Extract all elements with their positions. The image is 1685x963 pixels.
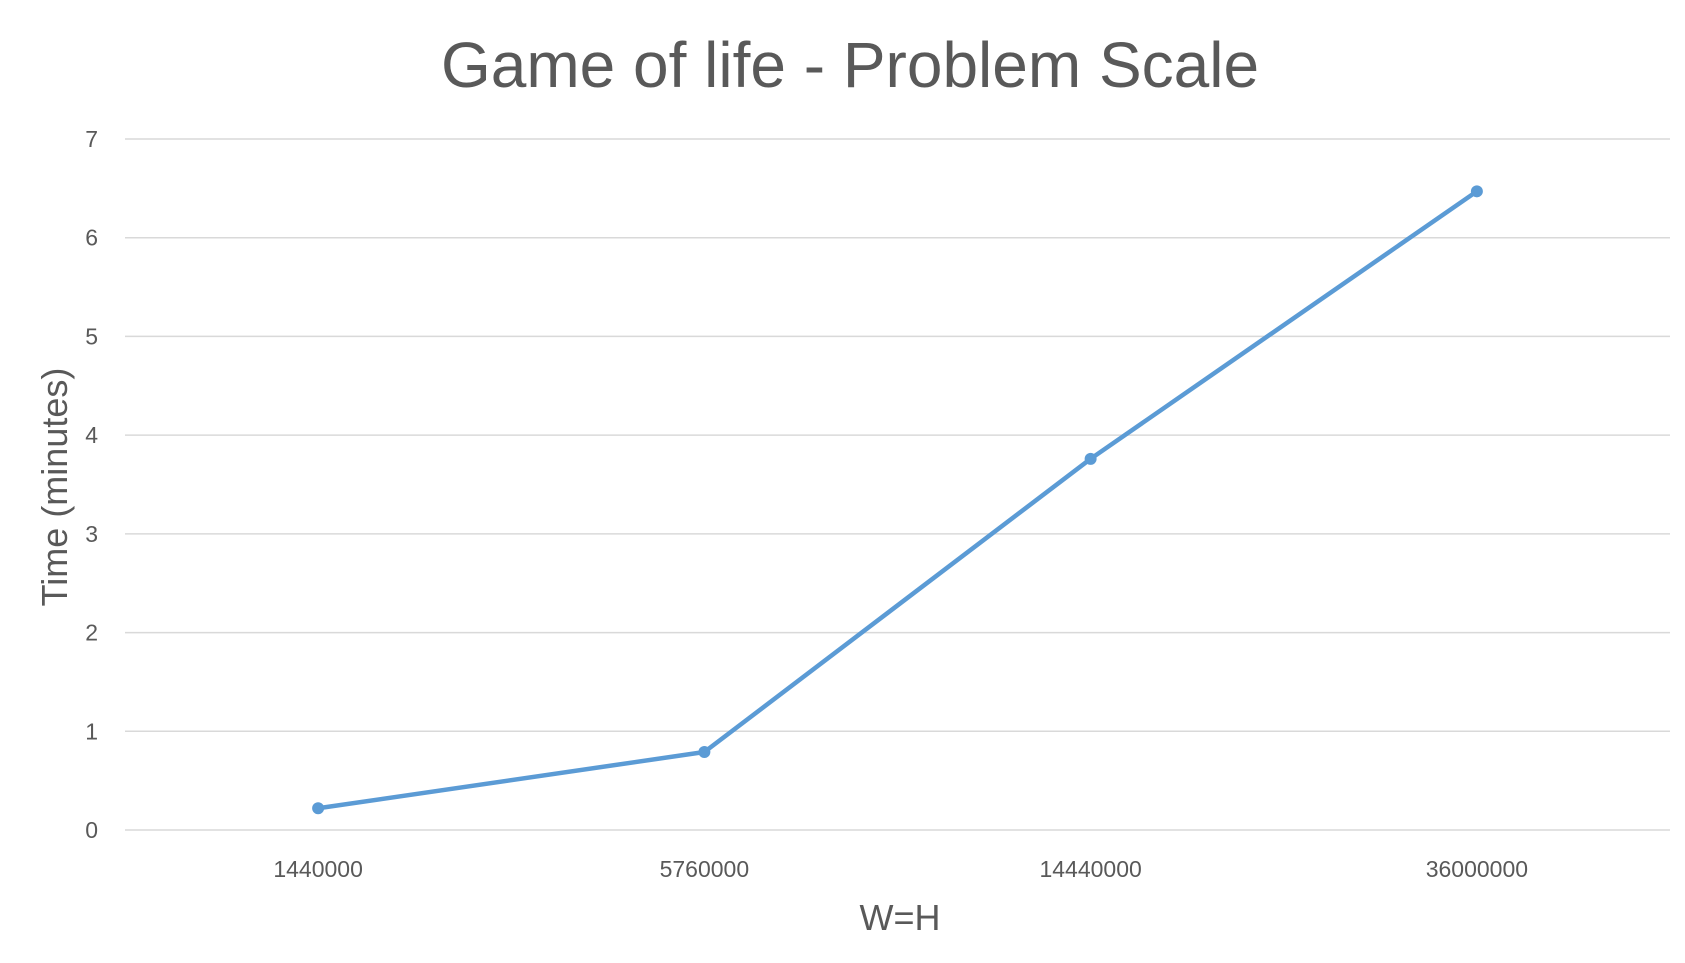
x-tick-label: 5760000 (660, 856, 750, 882)
y-tick-label: 1 (85, 718, 98, 744)
y-tick-label: 3 (85, 521, 98, 547)
x-tick-label: 14440000 (1039, 856, 1141, 882)
y-tick-label: 2 (85, 620, 98, 646)
x-axis-title: W=H (860, 897, 941, 938)
x-tick-label: 36000000 (1426, 856, 1528, 882)
y-tick-label: 5 (85, 323, 98, 349)
x-axis-tick-labels: 1440000 5760000 14440000 36000000 (273, 856, 1528, 882)
x-tick-label: 1440000 (273, 856, 363, 882)
y-tick-label: 4 (85, 422, 98, 448)
series-line (315, 189, 1480, 811)
data-point (1470, 185, 1483, 198)
y-tick-label: 6 (85, 225, 98, 251)
y-axis-title: Time (minutes) (34, 368, 75, 607)
data-point (698, 746, 711, 759)
data-point (312, 802, 325, 815)
series-layer (312, 185, 1483, 815)
data-point (1084, 452, 1097, 465)
chart-title: Game of life - Problem Scale (441, 29, 1259, 101)
gridlines (125, 138, 1670, 831)
y-tick-label: 0 (85, 817, 98, 843)
y-tick-label: 7 (85, 126, 98, 152)
y-axis-tick-labels: 0 1 2 3 4 5 6 7 (85, 126, 98, 843)
